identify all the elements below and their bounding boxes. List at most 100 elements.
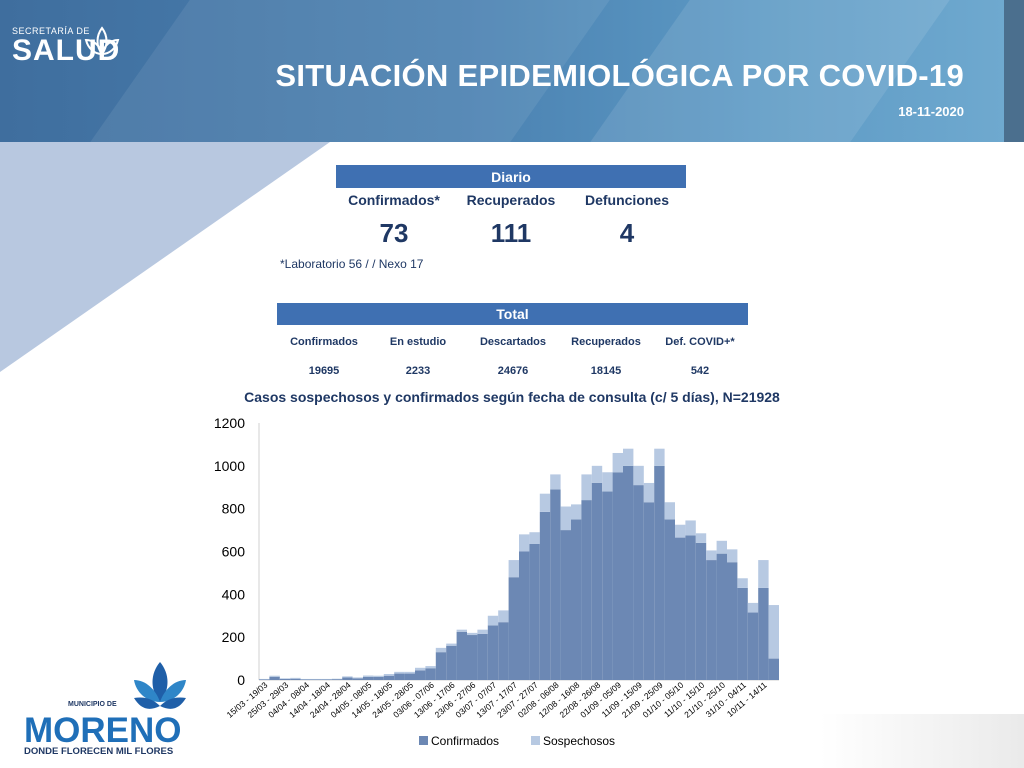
legend-swatch-sospechosos (531, 736, 540, 745)
bar-confirmados (623, 465, 634, 680)
bar-confirmados (373, 676, 384, 680)
bar-confirmados (685, 535, 696, 680)
bar-confirmados (612, 472, 623, 680)
bar-confirmados (633, 485, 644, 680)
total-label: Confirmados (290, 336, 358, 348)
y-tick-label: 1000 (214, 458, 245, 474)
report-date: 18-11-2020 (898, 104, 964, 119)
bar-sospechosos (633, 465, 644, 486)
bar-confirmados (467, 635, 478, 680)
bar-sospechosos (279, 678, 291, 679)
bar-sospechosos (508, 560, 519, 578)
bar-confirmados (539, 511, 551, 680)
bar-confirmados (643, 502, 655, 680)
bar-confirmados (706, 560, 717, 680)
total-value: 542 (690, 365, 710, 377)
bar-sospechosos (643, 482, 655, 503)
bar-sospechosos (373, 675, 384, 677)
total-confirmados: Confirmados 19695 (274, 336, 374, 377)
bar-sospechosos (612, 452, 623, 473)
side-decoration (0, 142, 330, 372)
total-value: 24676 (497, 365, 529, 377)
daily-recuperados: Recuperados 111 (446, 192, 576, 249)
bar-sospechosos (404, 671, 415, 674)
bar-sospechosos (352, 677, 363, 679)
moreno-logo-tagline: DONDE FLORECEN MIL FLORES (24, 746, 173, 757)
y-tick-label: 1200 (214, 415, 245, 431)
daily-label: Defunciones (584, 192, 669, 208)
bar-confirmados (279, 678, 291, 680)
bar-confirmados (352, 678, 363, 680)
flower-icon (84, 26, 120, 56)
y-tick-label: 600 (222, 544, 246, 560)
daily-defunciones: Defunciones 4 (562, 192, 692, 249)
bar-sospechosos (737, 578, 748, 588)
bar-sospechosos (716, 540, 727, 554)
bar-sospechosos (498, 610, 509, 623)
y-tick-label: 200 (222, 629, 246, 645)
bar-confirmados (768, 658, 779, 680)
bar-confirmados (331, 679, 343, 680)
bar-confirmados (363, 676, 374, 680)
bar-confirmados (435, 652, 447, 680)
bar-confirmados (727, 562, 738, 680)
bar-sospechosos (675, 524, 686, 538)
total-value: 2233 (405, 365, 431, 377)
bar-confirmados (269, 676, 280, 680)
bar-sospechosos (363, 675, 374, 677)
bar-confirmados (716, 553, 727, 680)
bar-sospechosos (747, 602, 759, 613)
daily-footnote: *Laboratorio 56 / / Nexo 17 (280, 257, 424, 271)
total-label: Descartados (479, 336, 547, 348)
total-value: 18145 (590, 365, 622, 377)
bar-sospechosos (477, 629, 488, 634)
bar-confirmados (342, 677, 353, 680)
bar-confirmados (456, 631, 467, 680)
legend-swatch-confirmados (419, 736, 428, 745)
y-tick-label: 800 (222, 501, 246, 517)
daily-value: 4 (619, 218, 635, 248)
bar-sospechosos (695, 533, 707, 543)
bar-sospechosos (623, 448, 634, 466)
bar-confirmados (695, 542, 707, 680)
bar-sospechosos (768, 605, 779, 659)
bar-confirmados (529, 544, 540, 680)
total-recuperados: Recuperados 18145 (556, 336, 656, 377)
bar-confirmados (259, 679, 270, 680)
bar-sospechosos (425, 666, 436, 669)
bar-sospechosos (706, 550, 717, 561)
legend-label-sospechosos: Sospechosos (543, 734, 615, 748)
daily-header: Diario (336, 165, 686, 188)
y-tick-label: 0 (237, 672, 245, 688)
bar-sospechosos (456, 629, 467, 632)
bar-confirmados (311, 679, 322, 680)
page-title: SITUACIÓN EPIDEMIOLÓGICA POR COVID-19 (275, 58, 964, 93)
total-label: Recuperados (571, 336, 641, 348)
bar-sospechosos (529, 532, 540, 545)
bar-confirmados (560, 530, 571, 680)
moreno-logo: MUNICIPIO DE MORENO DONDE FLORECEN MIL F… (24, 662, 186, 757)
bar-sospechosos (487, 615, 499, 626)
bar-sospechosos (415, 667, 426, 671)
bar-sospechosos (290, 677, 301, 679)
bar-sospechosos (591, 465, 603, 483)
bar-confirmados (758, 587, 769, 680)
bar-sospechosos (342, 676, 353, 678)
moreno-logo-big: MORENO (24, 711, 182, 750)
moreno-logo-small: MUNICIPIO DE (68, 701, 117, 708)
total-label: En estudio (389, 336, 447, 348)
bar-sospechosos (581, 474, 592, 501)
daily-value: 111 (490, 218, 532, 248)
bar-sospechosos (435, 647, 447, 653)
daily-confirmados: Confirmados* 73 (329, 192, 459, 249)
bar-sospechosos (571, 504, 582, 520)
total-header: Total (277, 303, 748, 325)
y-tick-label: 400 (222, 586, 246, 602)
bottom-decoration (820, 714, 1024, 768)
bar-confirmados (425, 668, 436, 680)
header-edge-strip (1004, 0, 1024, 142)
bar-confirmados (591, 482, 603, 680)
bar-confirmados (404, 673, 415, 680)
total-def-covid: Def. COVID+* 542 (650, 336, 750, 377)
